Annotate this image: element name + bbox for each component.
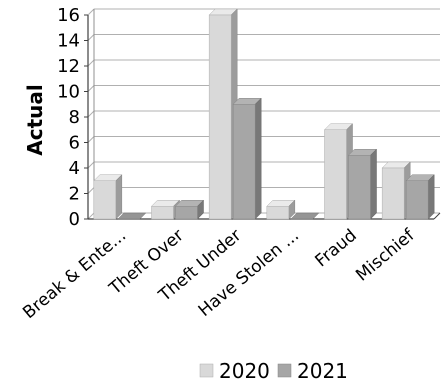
bar bbox=[290, 212, 320, 220]
gridline-depth bbox=[87, 110, 95, 118]
gridline-depth bbox=[87, 187, 95, 194]
bar bbox=[93, 180, 117, 220]
bar bbox=[405, 180, 429, 220]
x-tick-label: Break & Ente... bbox=[19, 226, 130, 324]
legend-swatch bbox=[199, 363, 214, 378]
gridline-depth bbox=[87, 161, 95, 169]
gridline-depth bbox=[87, 59, 95, 67]
bar bbox=[232, 104, 256, 220]
y-axis-title: Actual bbox=[23, 84, 47, 155]
bar bbox=[208, 14, 232, 220]
legend: 2020 2021 bbox=[199, 359, 348, 383]
y-tick-label: 2 bbox=[69, 184, 80, 205]
bar-side bbox=[370, 148, 377, 220]
bar bbox=[266, 206, 290, 220]
gridline-depth bbox=[87, 212, 95, 220]
bar-side bbox=[254, 97, 262, 220]
y-tick-label: 10 bbox=[57, 82, 80, 103]
floor-edge bbox=[433, 212, 441, 220]
legend-label: 2020 bbox=[219, 359, 270, 383]
bar-side bbox=[427, 174, 435, 220]
legend-label: 2021 bbox=[297, 359, 348, 383]
y-tick-label: 14 bbox=[57, 31, 80, 52]
y-tick-label: 6 bbox=[69, 133, 80, 154]
bar bbox=[381, 167, 405, 220]
y-tick-label: 16 bbox=[57, 5, 80, 26]
gridline-depth bbox=[87, 34, 95, 41]
gridlines bbox=[87, 8, 440, 220]
y-tick-label: 4 bbox=[69, 158, 80, 179]
legend-swatch bbox=[277, 363, 292, 378]
bar bbox=[324, 129, 347, 220]
x-tick-label: Have Stolen ... bbox=[195, 226, 303, 321]
bar bbox=[151, 206, 174, 220]
bar-side bbox=[115, 174, 123, 220]
bar bbox=[348, 155, 371, 220]
axes bbox=[84, 9, 441, 220]
x-tick-label: Fraud bbox=[311, 226, 360, 272]
x-tick-label: Mischief bbox=[352, 225, 419, 286]
y-tick-label: 12 bbox=[57, 56, 80, 77]
y-tick-label: 8 bbox=[69, 107, 80, 128]
bar bbox=[117, 212, 147, 220]
gridline-depth bbox=[87, 136, 95, 143]
y-tick-label: 0 bbox=[69, 209, 80, 230]
bar bbox=[175, 206, 198, 220]
gridline-depth bbox=[87, 8, 95, 16]
gridline-depth bbox=[87, 85, 95, 92]
bars bbox=[93, 8, 435, 220]
